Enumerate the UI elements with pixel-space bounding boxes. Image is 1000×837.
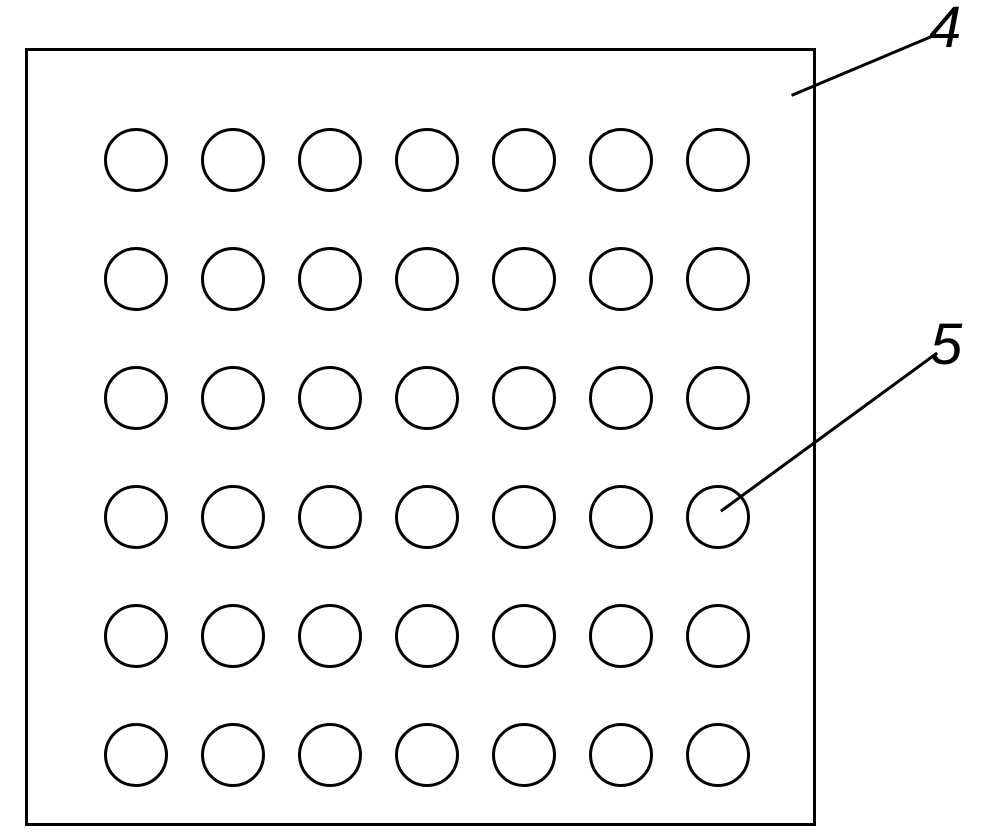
hole-circle [589, 366, 653, 430]
hole-circle [104, 247, 168, 311]
hole-circle [589, 128, 653, 192]
hole-circle [589, 485, 653, 549]
hole-circle [201, 723, 265, 787]
hole-circle [492, 604, 556, 668]
hole-circle [298, 366, 362, 430]
hole-circle [298, 604, 362, 668]
hole-circle [395, 485, 459, 549]
callout-label-5: 5 [930, 311, 962, 378]
hole-circle [395, 128, 459, 192]
hole-circle [201, 604, 265, 668]
hole-circle [298, 485, 362, 549]
hole-circle [201, 128, 265, 192]
hole-circle [686, 723, 750, 787]
callout-label-4: 4 [929, 0, 961, 61]
hole-circle [201, 247, 265, 311]
hole-circle [104, 366, 168, 430]
hole-circle [395, 723, 459, 787]
hole-circle [686, 247, 750, 311]
hole-circle [589, 247, 653, 311]
hole-circle [686, 366, 750, 430]
hole-circle [298, 723, 362, 787]
hole-circle [492, 485, 556, 549]
hole-circle [298, 128, 362, 192]
hole-circle [201, 366, 265, 430]
hole-circle [395, 366, 459, 430]
hole-circle [589, 604, 653, 668]
hole-circle [492, 128, 556, 192]
hole-circle [201, 485, 265, 549]
hole-circle [104, 128, 168, 192]
hole-circle [492, 723, 556, 787]
hole-circle [104, 604, 168, 668]
hole-circle [492, 366, 556, 430]
hole-circle [492, 247, 556, 311]
hole-circle [686, 128, 750, 192]
hole-circle [589, 723, 653, 787]
hole-circle [298, 247, 362, 311]
hole-circle [104, 485, 168, 549]
hole-circle [395, 604, 459, 668]
diagram-canvas: 45 [0, 0, 1000, 837]
hole-circle [395, 247, 459, 311]
hole-circle [104, 723, 168, 787]
hole-circle [686, 604, 750, 668]
